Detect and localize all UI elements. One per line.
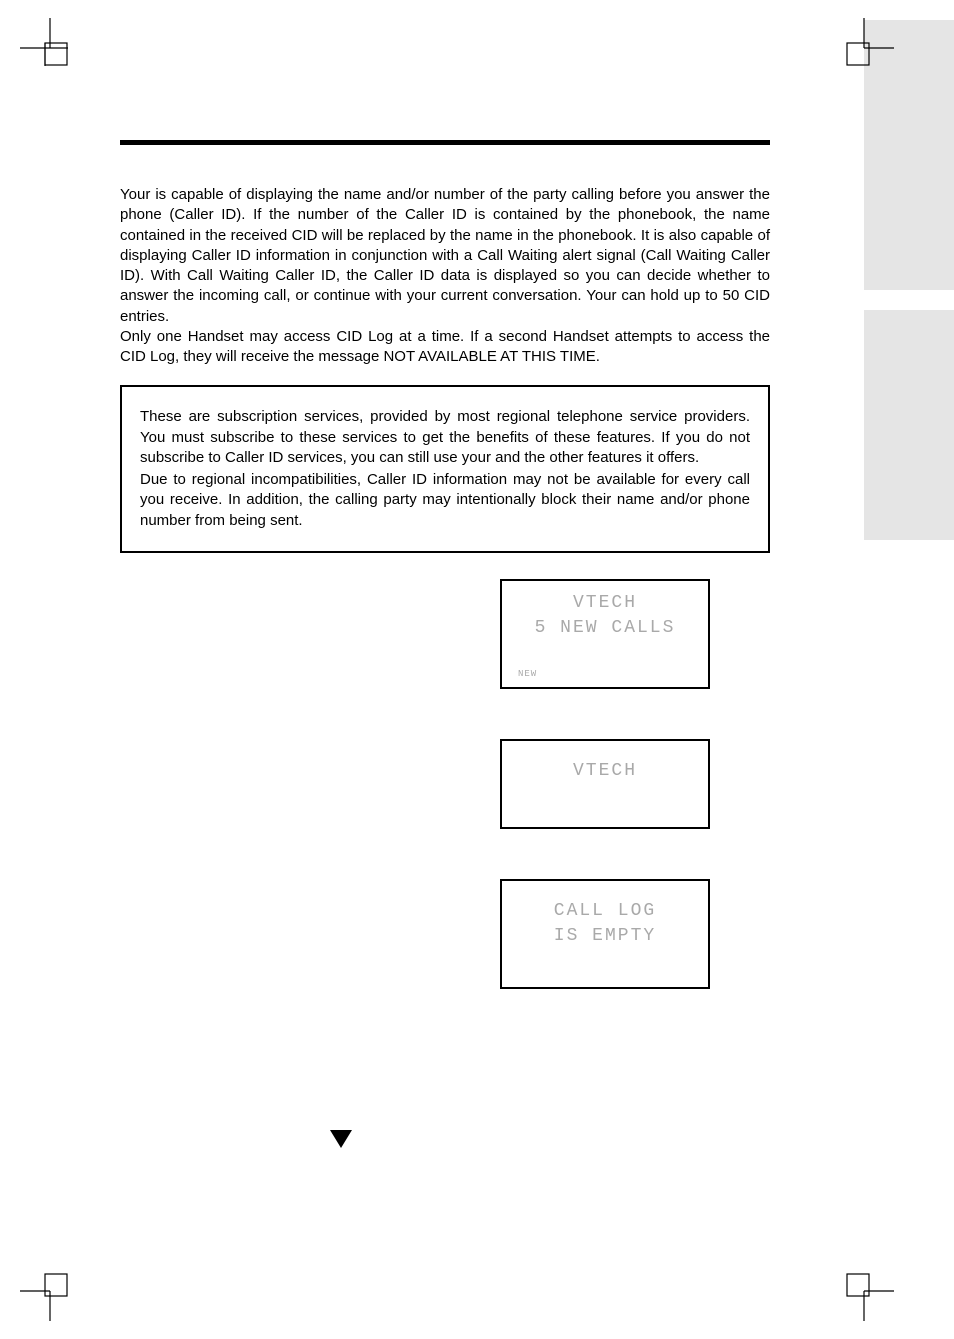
- lcd-screen-empty-log: CALL LOG IS EMPTY: [500, 879, 710, 989]
- intro-paragraph-2: Only one Handset may access CID Log at a…: [120, 327, 770, 368]
- intro-paragraph-1: Your is capable of displaying the name a…: [120, 185, 770, 327]
- sidebar-block-mid: [864, 310, 954, 540]
- lcd2-line1: VTECH: [512, 759, 698, 784]
- lcd1-line1: VTECH: [512, 591, 698, 616]
- lcd-screen-new-calls: VTECH 5 NEW CALLS NEW: [500, 579, 710, 689]
- crop-mark-top-left: [20, 18, 70, 68]
- lcd-screen-idle: VTECH: [500, 739, 710, 829]
- notice-paragraph-1: These are subscription services, provide…: [140, 407, 750, 468]
- lcd1-line2: 5 NEW CALLS: [512, 616, 698, 641]
- page-content: Your is capable of displaying the name a…: [120, 140, 770, 989]
- lcd3-line2: IS EMPTY: [512, 924, 698, 949]
- lcd1-badge-new: NEW: [518, 669, 537, 679]
- crop-mark-top-right: [844, 18, 894, 68]
- important-notice-box: These are subscription services, provide…: [120, 385, 770, 553]
- down-triangle-icon: [330, 1130, 352, 1148]
- notice-paragraph-2: Due to regional incompatibilities, Calle…: [140, 470, 750, 531]
- crop-mark-bottom-right: [844, 1271, 894, 1321]
- top-rule: [120, 140, 770, 145]
- lcd3-line1: CALL LOG: [512, 899, 698, 924]
- lcd-column: VTECH 5 NEW CALLS NEW VTECH CALL LOG IS …: [120, 579, 770, 989]
- crop-mark-bottom-left: [20, 1271, 70, 1321]
